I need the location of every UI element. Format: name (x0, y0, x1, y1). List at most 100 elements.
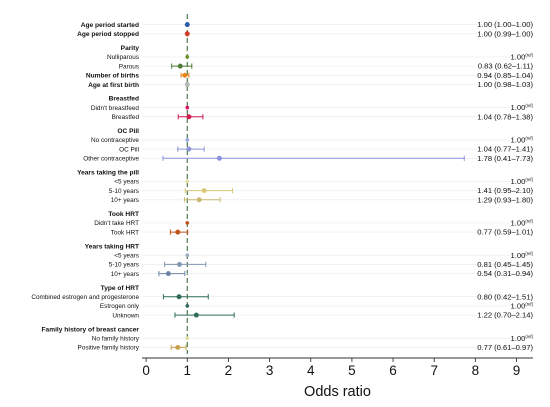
estimate-text: 0.80 (0.42–1.51) (477, 292, 533, 301)
point-estimate (184, 31, 190, 37)
x-tick-label: 9 (513, 363, 521, 378)
row-label: Number of births (86, 73, 139, 80)
row-label: 5-10 years (109, 262, 139, 269)
estimate-text: 0.77 (0.59–1.01) (477, 228, 533, 237)
group-header: Parity (121, 45, 140, 52)
point-estimate (182, 72, 188, 78)
row-label: Took HRT (111, 229, 139, 236)
estimate-text: 1.00 (0.99–1.00) (477, 29, 533, 38)
group-header: Took HRT (108, 211, 139, 218)
x-tick-label: 1 (184, 363, 192, 378)
estimate-value: 1.29 (0.93–1.80) (477, 195, 533, 204)
x-tick-label: 6 (389, 363, 397, 378)
estimate-value: 1.41 (0.95–2.10) (477, 186, 533, 195)
estimate-text: 1.00(ref) (511, 103, 534, 112)
estimate-value: 1.00 (511, 53, 526, 62)
point-estimate (165, 271, 171, 277)
estimate-text: 1.00(ref) (511, 334, 534, 343)
estimate-text: 1.00(ref) (511, 302, 534, 311)
row-label: No family history (92, 336, 140, 343)
ref-marker: (ref) (525, 334, 533, 339)
group-header: Type of HRT (101, 285, 139, 292)
estimate-value: 1.00 (511, 177, 526, 186)
estimate-text: 0.54 (0.31–0.94) (477, 269, 533, 278)
estimate-value: 1.04 (0.78–1.38) (477, 112, 533, 121)
x-axis: 0 1 2 3 4 5 6 7 8 9 (142, 357, 533, 378)
row-label: Age at first birth (88, 82, 139, 89)
point-estimate (177, 63, 183, 69)
point-estimate (185, 55, 190, 59)
point-estimate (185, 138, 190, 142)
estimate-text: 1.04 (0.78–1.38) (477, 112, 533, 121)
estimate-value: 0.83 (0.62–1.11) (478, 62, 534, 71)
point-estimate (185, 253, 190, 258)
point-estimate (184, 22, 190, 28)
x-tick-label: 4 (307, 363, 315, 378)
point-estimate (186, 114, 192, 120)
estimate-text: 1.00(ref) (511, 251, 534, 260)
point-estimate (175, 229, 181, 235)
point-estimate (176, 294, 182, 300)
point-estimate (184, 81, 190, 87)
estimate-value: 1.00 (0.98–1.03) (477, 80, 533, 89)
ref-marker: (ref) (525, 251, 533, 256)
row-label: Combined estrogen and progesterone (31, 294, 139, 301)
estimate-text: 1.00(ref) (511, 53, 534, 62)
estimate-value: 1.00 (511, 219, 526, 228)
group-header: Years taking HRT (85, 243, 139, 250)
estimate-text: 0.81 (0.45–1.45) (477, 260, 533, 269)
estimate-text: 1.29 (0.93–1.80) (477, 195, 533, 204)
ref-marker: (ref) (525, 177, 533, 182)
estimate-text: 0.83 (0.62–1.11) (478, 62, 534, 71)
x-tick-label: 8 (472, 363, 480, 378)
estimate-value: 1.22 (0.70–2.14) (477, 311, 533, 320)
row-label: Other contraceptive (83, 156, 139, 163)
point-estimate (186, 146, 192, 152)
row-label: 10+ years (111, 271, 139, 278)
row-label: <5 years (114, 253, 139, 260)
row-label: OC Pill (119, 146, 139, 153)
point-estimate (193, 312, 199, 318)
estimate-text: 1.04 (0.77–1.41) (477, 145, 533, 154)
point-estimate (185, 221, 190, 225)
estimate-text: 1.00 (0.98–1.03) (477, 80, 533, 89)
estimate-value: 1.00 (1.00–1.00) (477, 20, 533, 29)
estimate-text: 0.77 (0.61–0.97) (477, 343, 533, 352)
row-label: No contraceptive (91, 137, 139, 144)
estimate-text: 1.00(ref) (511, 136, 534, 145)
group-header: Breastfed (109, 96, 139, 103)
point-estimate (185, 179, 190, 184)
point-estimate (176, 261, 182, 267)
estimate-text: 1.41 (0.95–2.10) (477, 186, 533, 195)
x-tick-label: 5 (348, 363, 356, 378)
ref-marker: (ref) (525, 219, 533, 224)
estimate-value: 0.81 (0.45–1.45) (477, 260, 533, 269)
estimate-text: 1.22 (0.70–2.14) (477, 311, 533, 320)
x-tick-label: 0 (142, 363, 150, 378)
estimate-text: 1.00(ref) (511, 177, 534, 186)
group-header: OC Pill (117, 128, 139, 135)
estimate-value: 1.00 (511, 103, 526, 112)
point-estimate (185, 304, 190, 308)
row-label: Didn't breastfeed (91, 105, 140, 112)
estimate-value: 1.00 (511, 136, 526, 145)
row-label: 10+ years (111, 197, 139, 204)
group-header: Years taking the pill (77, 170, 139, 177)
row-label: Estrogen only (100, 303, 140, 310)
group-header: Family history of breast cancer (42, 326, 140, 333)
estimate-value: 1.00 (0.99–1.00) (477, 29, 533, 38)
estimate-value: 0.94 (0.85–1.04) (477, 71, 533, 80)
estimate-value: 1.00 (511, 334, 526, 343)
point-estimate (175, 344, 181, 350)
estimate-text: 1.00 (1.00–1.00) (477, 20, 533, 29)
row-label: Age period stopped (77, 31, 139, 38)
estimate-value: 1.04 (0.77–1.41) (477, 145, 533, 154)
rows-layer: Age period started 1.00 (1.00–1.00) Age pe… (31, 14, 534, 354)
estimate-value: 0.80 (0.42–1.51) (477, 292, 533, 301)
estimate-value: 1.78 (0.41–7.73) (477, 154, 533, 163)
ref-marker: (ref) (525, 302, 533, 307)
ref-marker: (ref) (525, 136, 533, 141)
point-estimate (196, 197, 202, 203)
